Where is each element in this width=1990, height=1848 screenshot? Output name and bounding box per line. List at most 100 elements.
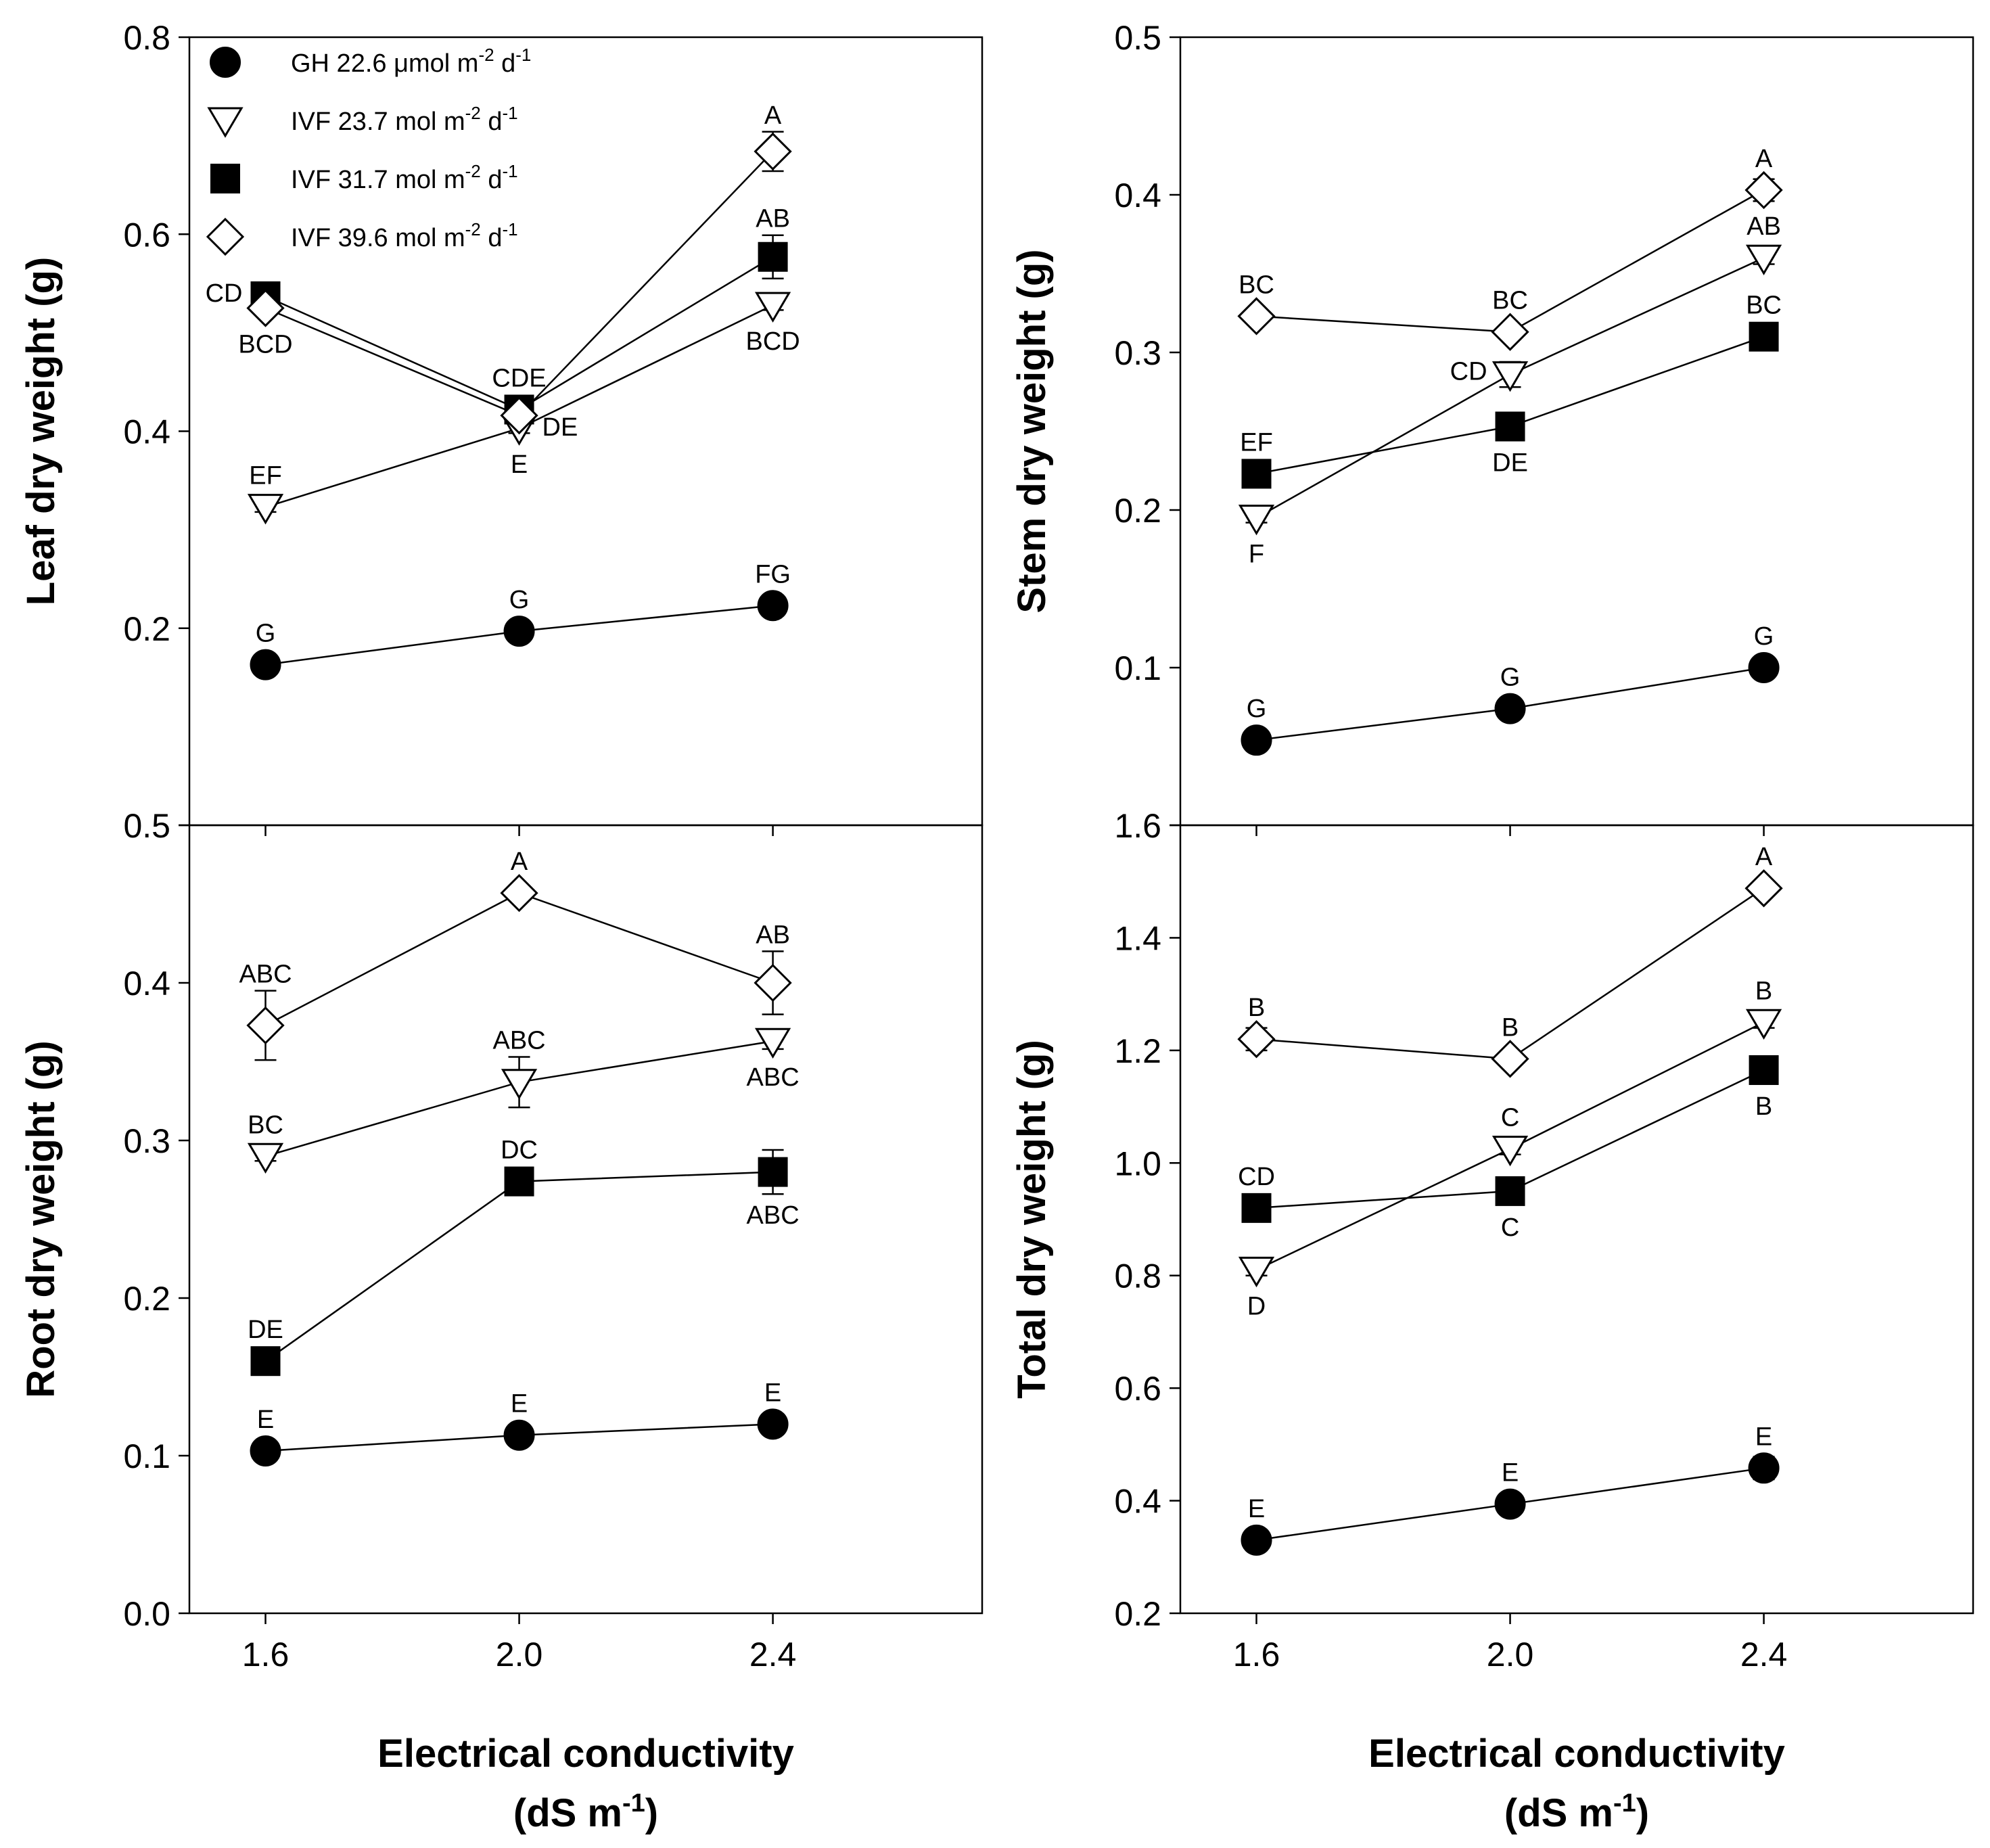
significance-label: DE [542, 413, 578, 442]
significance-label: EF [1240, 428, 1273, 457]
data-point [247, 1142, 284, 1174]
significance-label: E [1755, 1423, 1772, 1451]
y-tick-label: 0.4 [123, 413, 170, 451]
significance-label: C [1501, 1214, 1519, 1242]
legend-label: IVF 31.7 mol m-2 d-1 [291, 161, 518, 194]
series-3: B B A [1237, 843, 1783, 1078]
significance-label: B [1502, 1013, 1519, 1042]
x-tick-label: 2.0 [496, 1636, 543, 1673]
data-point [1495, 411, 1525, 442]
data-point [1749, 1055, 1779, 1085]
significance-label: G [1754, 622, 1774, 651]
data-point [1745, 244, 1782, 275]
data-point [1491, 1135, 1529, 1167]
significance-label: ABC [747, 1063, 800, 1092]
significance-label: G [509, 586, 530, 614]
plot-frame [188, 824, 984, 1615]
significance-label: ABC [492, 1027, 545, 1055]
significance-label: G [1247, 695, 1267, 723]
data-point [1491, 361, 1529, 392]
y-tick-label: 0.2 [123, 610, 170, 648]
significance-label: DC [501, 1136, 538, 1165]
data-point [1238, 1256, 1275, 1288]
legend-entry-3: IVF 39.6 mol m-2 d-1 [206, 217, 518, 256]
x-tick-label: 2.0 [1487, 1636, 1534, 1673]
significance-label: AB [1746, 212, 1781, 241]
legend-entry-1: IVF 23.7 mol m-2 d-1 [207, 103, 518, 138]
series-2: CD C B [1238, 1055, 1779, 1242]
significance-label: F [1249, 540, 1264, 569]
significance-label: DE [248, 1316, 283, 1344]
data-point [503, 1419, 535, 1451]
significance-label: A [764, 101, 782, 130]
x-tick-label: 2.4 [749, 1636, 797, 1673]
legend-label: IVF 39.6 mol m-2 d-1 [291, 219, 518, 252]
y-tick-label: 0.1 [1114, 649, 1161, 687]
data-point [1238, 505, 1275, 536]
legend-marker [206, 217, 245, 256]
panel-1: 0.2 0.4 0.6 0.8 Leaf dry weight (g) G G FG EF E BC… [19, 19, 984, 836]
significance-label: ABC [239, 961, 292, 989]
data-point [1744, 170, 1783, 210]
significance-label: AB [756, 921, 790, 949]
significance-label: FG [755, 560, 791, 588]
significance-label: BC [1239, 271, 1274, 299]
y-tick-label: 0.4 [123, 965, 170, 1002]
series-line [264, 892, 774, 1027]
data-point [246, 289, 285, 327]
data-point [754, 963, 792, 1002]
significance-label: DE [1492, 449, 1528, 478]
data-point [1241, 459, 1272, 489]
y-tick-label: 0.4 [1114, 177, 1161, 214]
y-tick-label: 0.5 [123, 807, 170, 845]
significance-label: CD [206, 279, 243, 308]
y-tick-label: 0.3 [123, 1122, 170, 1160]
legend-marker [207, 107, 244, 138]
significance-label: A [511, 848, 528, 876]
data-point [1749, 321, 1779, 352]
legend-entry-2: IVF 31.7 mol m-2 d-1 [210, 161, 518, 194]
significance-label: G [1500, 664, 1521, 692]
significance-label: A [1755, 145, 1773, 173]
data-point [247, 494, 284, 525]
legend-marker [210, 164, 240, 193]
significance-label: C [1501, 1103, 1519, 1132]
data-point [758, 1157, 788, 1187]
significance-label: AB [756, 205, 790, 233]
data-point [1241, 1193, 1272, 1223]
significance-label: E [1502, 1459, 1519, 1487]
significance-label: BCD [745, 327, 800, 356]
data-point [754, 292, 791, 323]
series-3: ABC A AB [239, 848, 792, 1061]
y-tick-label: 0.8 [123, 19, 170, 57]
significance-label: E [1248, 1495, 1265, 1523]
x-axis-titles: Electrical conductivity (dS m-1) Electrica… [377, 1732, 1785, 1835]
y-tick-label: 0.6 [123, 216, 170, 254]
data-point [757, 1408, 789, 1440]
data-point [1494, 693, 1526, 724]
significance-label: A [1755, 843, 1773, 871]
legend: GH 22.6 μmol m-2 d-1 IVF 23.7 mol m-2 d-1… [206, 45, 531, 256]
x-axis-title: Electrical conductivity [377, 1732, 794, 1776]
legend-entry-0: GH 22.6 μmol m-2 d-1 [210, 45, 531, 78]
data-point [501, 1069, 538, 1100]
data-point [246, 1006, 285, 1045]
series-2: EF DE BC [1240, 292, 1782, 489]
significance-label: G [256, 620, 276, 648]
panel-4: 0.2 0.4 0.6 0.8 1.0 1.2 1.4 1.6 1.6 2.0 2.4 Total d… [1010, 807, 1974, 1673]
data-point [500, 396, 538, 435]
series-1: D C B [1238, 977, 1782, 1320]
y-tick-label: 0.6 [1114, 1370, 1161, 1408]
plot-frame [1179, 824, 1974, 1615]
data-point [1748, 1452, 1780, 1484]
significance-label: BCD [238, 330, 292, 359]
data-point [1241, 724, 1272, 756]
data-point [250, 649, 281, 680]
y-axis-title: Total dry weight (g) [1010, 1040, 1054, 1399]
significance-label: BC [1746, 292, 1782, 320]
data-point [1495, 1176, 1525, 1206]
series-3: BCD DE A [238, 101, 792, 442]
data-point [1744, 869, 1783, 908]
